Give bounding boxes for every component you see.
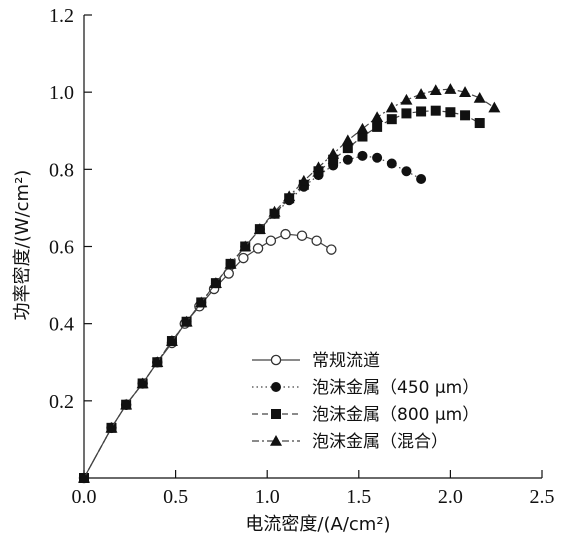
x-tick-label: 0.0 — [72, 486, 97, 508]
data-point — [385, 101, 398, 113]
y-tick-label: 0.6 — [49, 237, 74, 259]
y-axis-title: 功率密度/(W/cm²) — [12, 170, 33, 321]
x-axis-title: 电流密度/(A/cm²) — [245, 514, 390, 535]
data-point — [371, 111, 384, 123]
series-line — [83, 233, 332, 479]
data-point — [429, 84, 442, 96]
data-point — [474, 118, 485, 129]
data-point — [386, 158, 397, 169]
data-point — [296, 230, 308, 241]
y-tick-label: 1.0 — [49, 82, 74, 104]
data-point — [283, 190, 296, 202]
axes: 0.0 0.5 1.0 1.5 2.0 2.5 0.2 0.4 0.6 0.8 1.0 1.2 — [49, 5, 555, 508]
data-point — [445, 107, 456, 118]
data-point — [416, 106, 427, 117]
data-point — [342, 154, 353, 165]
y-tick-label: 1.2 — [49, 5, 74, 27]
data-point — [386, 114, 397, 125]
data-point — [473, 91, 486, 103]
legend-label: 泡沫金属（450 μm） — [312, 378, 479, 398]
data-point — [151, 356, 164, 368]
data-point — [459, 86, 472, 97]
data-point — [270, 435, 282, 446]
data-point — [326, 244, 337, 255]
y-tick-label: 0.2 — [49, 391, 74, 413]
data-point — [460, 110, 471, 121]
data-point — [195, 296, 208, 308]
series-4 — [78, 83, 501, 483]
data-point — [401, 166, 412, 177]
data-point — [488, 101, 501, 113]
data-point — [105, 421, 118, 433]
data-point — [224, 257, 237, 269]
data-point — [252, 243, 264, 254]
data-point — [280, 228, 291, 240]
data-point — [312, 161, 325, 173]
data-point — [239, 240, 252, 252]
data-point — [120, 398, 133, 410]
data-point — [136, 377, 149, 389]
series-line — [83, 155, 422, 479]
data-point — [271, 382, 281, 392]
data-point — [341, 134, 354, 146]
series-3 — [79, 105, 485, 483]
x-tick-label: 0.5 — [163, 486, 188, 508]
data-point — [165, 335, 178, 346]
data-point — [328, 154, 339, 165]
data-point — [271, 409, 281, 419]
legend-label: 泡沫金属（混合） — [312, 432, 448, 452]
data-point — [401, 108, 412, 119]
data-point — [209, 277, 222, 288]
data-point — [180, 315, 193, 327]
legend-label: 泡沫金属（800 μm） — [312, 405, 479, 425]
series-layer — [78, 83, 501, 484]
legend-item: 常规流道 — [252, 351, 380, 371]
data-point — [297, 174, 310, 186]
data-point — [357, 150, 368, 161]
data-point — [270, 354, 282, 366]
legend-label: 常规流道 — [312, 351, 380, 371]
x-tick-label: 1.5 — [346, 486, 371, 508]
x-tick-label: 1.0 — [255, 486, 280, 508]
data-point — [327, 147, 340, 159]
legend-item: 泡沫金属（800 μm） — [252, 405, 479, 425]
data-point — [253, 223, 266, 234]
legend-item: 泡沫金属（450 μm） — [252, 378, 479, 398]
series-line — [83, 88, 495, 479]
data-point — [430, 105, 441, 116]
data-point — [372, 121, 383, 132]
x-tick-label: 2.5 — [530, 486, 555, 508]
data-point — [415, 88, 428, 99]
data-point — [223, 268, 234, 279]
data-point — [372, 152, 383, 163]
data-point — [342, 143, 353, 154]
data-point — [238, 252, 249, 264]
data-point — [311, 235, 322, 246]
data-point — [78, 472, 90, 483]
data-point — [416, 173, 427, 184]
data-point — [444, 83, 457, 94]
x-tick-label: 2.0 — [438, 486, 463, 508]
series-1 — [78, 228, 337, 484]
y-tick-label: 0.4 — [49, 314, 74, 336]
y-tick-label: 0.8 — [49, 159, 74, 181]
data-point — [357, 131, 368, 142]
data-point — [356, 122, 369, 134]
data-point — [400, 93, 413, 105]
data-point — [268, 205, 281, 217]
legend-item: 泡沫金属（混合） — [252, 432, 448, 452]
data-point — [265, 235, 277, 246]
